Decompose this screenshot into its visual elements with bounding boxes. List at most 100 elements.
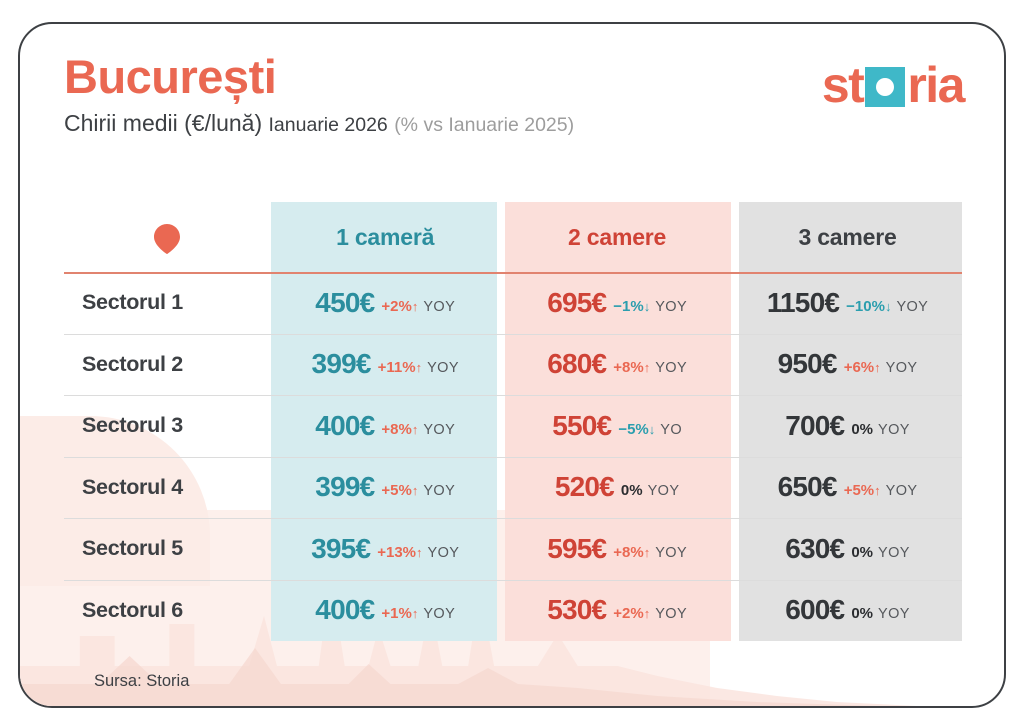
price-value: 595€	[547, 532, 607, 564]
price-value: 400€	[315, 594, 375, 626]
yoy-label: YOY	[423, 483, 456, 500]
yoy-delta: 0%	[851, 421, 873, 438]
yoy-label: YOY	[878, 606, 910, 623]
price-value: 395€	[311, 532, 371, 564]
price-cell-3-camere: 700€ 0% YOY	[733, 410, 962, 442]
price-value: 530€	[547, 594, 607, 626]
yoy-delta: +8%↑	[613, 544, 650, 561]
row-label-cell: Sectorul 2	[64, 352, 269, 377]
yoy-delta: +5%↑	[381, 482, 418, 499]
price-cell-2-camere: 550€ −5%↓ YO	[501, 410, 733, 442]
trend-arrow-up-icon: ↑	[411, 606, 419, 622]
column-header-label: 2 camere	[568, 223, 667, 250]
yoy-label: YOY	[885, 483, 918, 500]
trend-arrow-up-icon: ↑	[415, 360, 423, 376]
table-row: Sectorul 4 399€ +5%↑ YOY 520€ 0% YOY 650…	[64, 456, 962, 519]
price-cell-1-camera: 400€ +1%↑ YOY	[269, 594, 501, 626]
yoy-delta-value: +1%	[381, 605, 412, 623]
trend-arrow-up-icon: ↑	[643, 544, 651, 560]
trend-arrow-down-icon: ↓	[884, 298, 892, 314]
logo-square-circle-icon	[865, 67, 906, 107]
trend-arrow-up-icon: ↑	[411, 298, 419, 314]
price-value: 695€	[547, 286, 607, 318]
price-value: 680€	[547, 348, 607, 380]
yoy-label: YOY	[423, 421, 456, 438]
yoy-delta-value: +8%	[613, 543, 644, 561]
price-cell-3-camere: 600€ 0% YOY	[733, 594, 962, 626]
yoy-delta-value: +2%	[613, 605, 644, 623]
price-value: 630€	[785, 532, 845, 564]
page-title: București	[64, 50, 277, 103]
sector-name: Sectorul 3	[82, 413, 183, 438]
table-row: Sectorul 3 400€ +8%↑ YOY 550€ −5%↓ YO 70…	[64, 395, 962, 457]
table-row: Sectorul 1 450€ +2%↑ YOY 695€ −1%↓ YOY 1…	[64, 272, 962, 334]
price-value: 399€	[315, 471, 375, 503]
yoy-label: YOY	[655, 298, 688, 315]
price-value: 1150€	[766, 286, 840, 318]
column-header-label: 3 camere	[798, 223, 897, 250]
yoy-delta: −5%↓	[618, 421, 655, 438]
yoy-delta: +1%↑	[381, 605, 418, 622]
price-cell-1-camera: 450€ +2%↑ YOY	[269, 287, 501, 319]
trend-arrow-up-icon: ↑	[411, 421, 419, 437]
subtitle: Chirii medii (€/lună) Ianuarie 2026 (% v…	[64, 110, 574, 137]
yoy-delta-value: −1%	[613, 297, 644, 315]
price-cell-1-camera: 399€ +5%↑ YOY	[269, 471, 501, 503]
yoy-label: YOY	[655, 606, 688, 623]
price-value: 650€	[777, 471, 838, 503]
yoy-delta-value: +6%	[843, 359, 875, 377]
yoy-delta-value: −10%	[846, 297, 885, 315]
price-cell-2-camere: 695€ −1%↓ YOY	[501, 287, 733, 319]
price-cell-2-camere: 595€ +8%↑ YOY	[501, 533, 733, 565]
trend-arrow-up-icon: ↑	[411, 483, 419, 499]
yoy-delta-value: 0%	[851, 420, 874, 438]
table-header-row: 1 cameră 2 camere 3 camere	[64, 202, 962, 272]
price-value: 700€	[785, 409, 845, 441]
sector-name: Sectorul 4	[82, 474, 183, 499]
yoy-label: YOY	[423, 606, 456, 623]
yoy-label: YOY	[878, 544, 910, 561]
price-cell-1-camera: 395€ +13%↑ YOY	[269, 533, 501, 565]
column-header-2-camere: 2 camere	[501, 224, 733, 251]
price-value: 950€	[777, 348, 838, 380]
storia-logo[interactable]: st ria	[821, 56, 966, 114]
row-label-cell: Sectorul 3	[64, 413, 269, 438]
yoy-delta: +11%↑	[378, 359, 422, 376]
yoy-delta: +2%↑	[613, 605, 650, 622]
yoy-delta-value: +8%	[381, 420, 412, 438]
row-label-cell: Sectorul 4	[64, 475, 269, 500]
sector-name: Sectorul 6	[82, 597, 183, 622]
table-row: Sectorul 2 399€ +11%↑ YOY 680€ +8%↑ YOY …	[64, 333, 962, 396]
price-value: 400€	[315, 409, 375, 441]
price-cell-2-camere: 680€ +8%↑ YOY	[501, 348, 733, 380]
yoy-delta-value: 0%	[851, 605, 874, 623]
price-cell-1-camera: 399€ +11%↑ YOY	[269, 348, 501, 380]
column-header-1-camera: 1 cameră	[269, 224, 501, 251]
source-note: Sursa: Storia	[94, 672, 190, 690]
yoy-label: YOY	[885, 360, 918, 377]
yoy-delta-value: 0%	[851, 543, 874, 561]
logo-text-first: st	[821, 57, 865, 113]
trend-arrow-up-icon: ↑	[874, 483, 881, 499]
yoy-delta-value: +8%	[613, 359, 644, 377]
yoy-label: YOY	[647, 483, 680, 500]
column-header-3-camere: 3 camere	[733, 224, 962, 251]
price-cell-1-camera: 400€ +8%↑ YOY	[269, 410, 501, 442]
table-grid: 1 cameră 2 camere 3 camere Sectorul 1 45…	[64, 202, 962, 641]
header-divider	[64, 272, 962, 274]
yoy-delta: −10%↓	[846, 298, 891, 315]
yoy-delta-value: +11%	[377, 359, 416, 377]
yoy-label: YOY	[896, 298, 929, 315]
subtitle-note: (% vs Ianuarie 2025)	[394, 113, 575, 136]
price-value: 520€	[554, 471, 615, 503]
yoy-delta: 0%	[851, 605, 873, 622]
yoy-delta: 0%	[851, 544, 873, 561]
table-row: Sectorul 6 400€ +1%↑ YOY 530€ +2%↑ YOY 6…	[64, 579, 962, 642]
sector-name: Sectorul 2	[82, 351, 183, 376]
yoy-delta: +13%↑	[377, 544, 422, 561]
trend-arrow-up-icon: ↑	[643, 360, 651, 376]
column-band-1-camera	[271, 202, 497, 641]
sector-name: Sectorul 5	[82, 536, 183, 561]
row-label-cell: Sectorul 5	[64, 536, 269, 561]
price-cell-3-camere: 650€ +5%↑ YOY	[733, 471, 962, 503]
